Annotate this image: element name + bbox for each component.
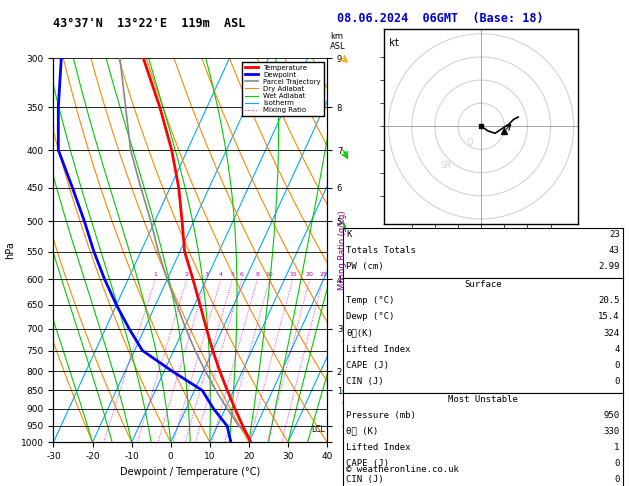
Text: 3: 3 [204,273,208,278]
Text: 23: 23 [609,230,620,240]
Text: CAPE (J): CAPE (J) [346,361,389,370]
Y-axis label: km
ASL: km ASL [348,241,364,260]
Text: Surface: Surface [464,280,501,290]
X-axis label: Dewpoint / Temperature (°C): Dewpoint / Temperature (°C) [120,467,260,477]
Text: SR: SR [441,161,452,170]
Text: 15.4: 15.4 [598,312,620,322]
Text: 20.5: 20.5 [598,296,620,306]
Text: 324: 324 [603,329,620,338]
Text: 08.06.2024  06GMT  (Base: 18): 08.06.2024 06GMT (Base: 18) [337,12,543,25]
Text: km
ASL: km ASL [330,32,346,51]
Text: 5: 5 [230,273,234,278]
Text: CIN (J): CIN (J) [346,475,384,484]
Text: 0: 0 [614,475,620,484]
Text: 950: 950 [603,411,620,420]
Legend: Temperature, Dewpoint, Parcel Trajectory, Dry Adiabat, Wet Adiabat, Isotherm, Mi: Temperature, Dewpoint, Parcel Trajectory… [242,62,323,116]
Text: 2: 2 [185,273,189,278]
Text: LCL: LCL [311,425,325,434]
Text: 0: 0 [614,361,620,370]
Text: CAPE (J): CAPE (J) [346,459,389,468]
Text: 20: 20 [306,273,314,278]
Y-axis label: hPa: hPa [5,242,15,259]
Text: 15: 15 [289,273,297,278]
Text: θᴇ (K): θᴇ (K) [346,427,378,436]
Text: 8: 8 [255,273,259,278]
Text: 0: 0 [614,377,620,386]
Text: Pressure (mb): Pressure (mb) [346,411,416,420]
Text: 0: 0 [614,459,620,468]
Text: CIN (J): CIN (J) [346,377,384,386]
Text: 10: 10 [266,273,274,278]
Text: kt: kt [389,38,401,49]
Text: 4: 4 [614,345,620,354]
Text: Lifted Index: Lifted Index [346,443,411,452]
Text: Lifted Index: Lifted Index [346,345,411,354]
Text: 1: 1 [614,443,620,452]
Text: Dewp (°C): Dewp (°C) [346,312,394,322]
Text: 2.99: 2.99 [598,262,620,272]
Text: Most Unstable: Most Unstable [448,395,518,404]
Text: PW (cm): PW (cm) [346,262,384,272]
Text: 25: 25 [319,273,327,278]
Text: Q: Q [466,138,473,147]
Text: Temp (°C): Temp (°C) [346,296,394,306]
Text: 43°37'N  13°22'E  119m  ASL: 43°37'N 13°22'E 119m ASL [53,17,246,30]
Text: K: K [346,230,352,240]
Text: © weatheronline.co.uk: © weatheronline.co.uk [346,465,459,474]
Text: 1: 1 [153,273,157,278]
Text: Totals Totals: Totals Totals [346,246,416,256]
Text: 4: 4 [219,273,223,278]
Text: 43: 43 [609,246,620,256]
Text: 6: 6 [240,273,244,278]
Text: Mixing Ratio (g/kg): Mixing Ratio (g/kg) [338,210,347,290]
Text: θᴇ(K): θᴇ(K) [346,329,373,338]
Text: 330: 330 [603,427,620,436]
